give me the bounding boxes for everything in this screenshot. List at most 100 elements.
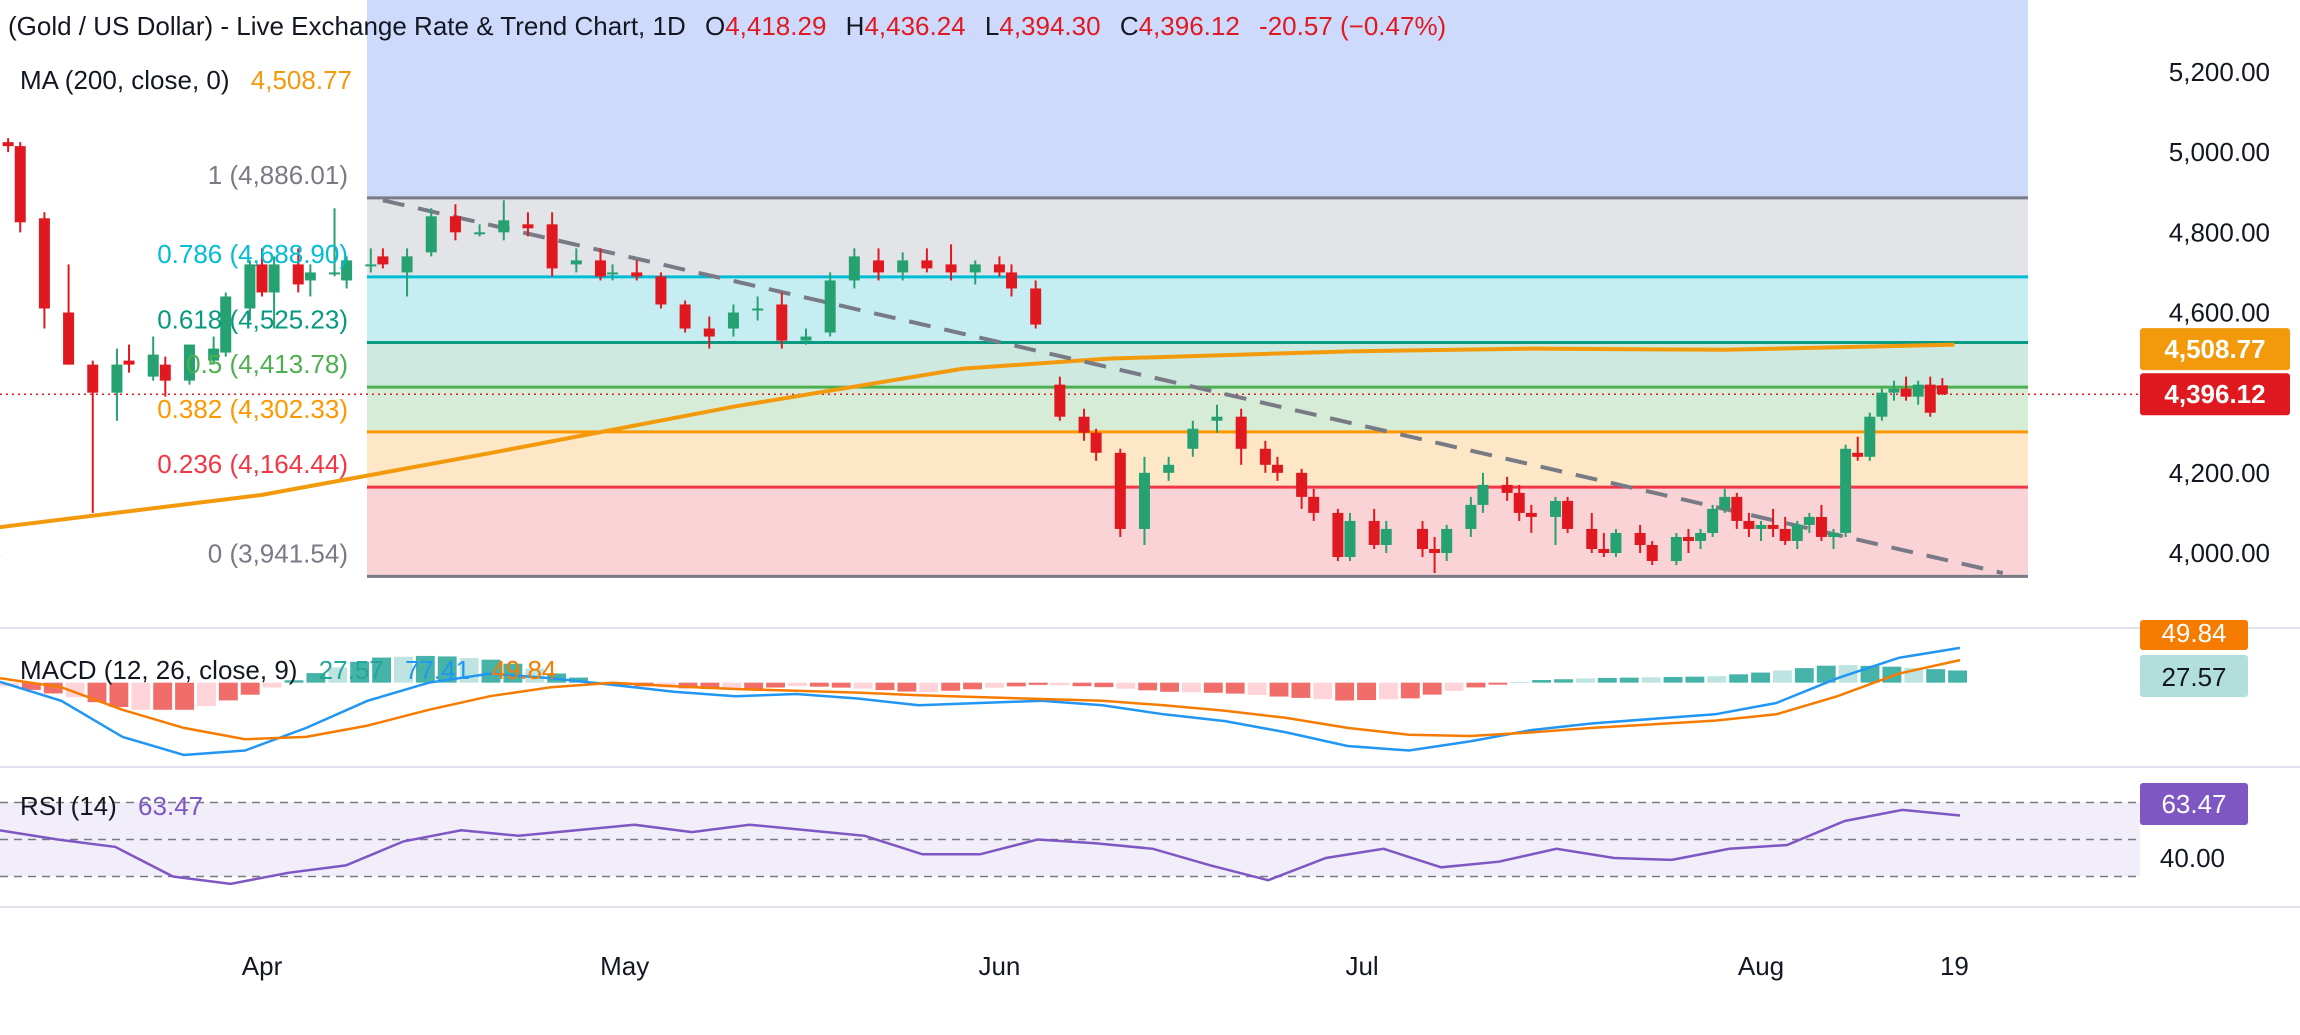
candle-body bbox=[1030, 288, 1042, 325]
macd-histogram-bar bbox=[1094, 682, 1114, 688]
candle-body bbox=[703, 328, 715, 337]
macd-hist-badge-bg bbox=[2140, 655, 2248, 697]
macd-histogram-bar bbox=[1685, 676, 1705, 683]
macd-histogram-bar bbox=[941, 682, 961, 691]
candle-body bbox=[1731, 496, 1743, 521]
candle-body bbox=[377, 256, 389, 265]
candle-body bbox=[1271, 464, 1283, 473]
candle-body bbox=[1828, 532, 1840, 537]
macd-histogram-bar bbox=[306, 673, 326, 683]
price-tick-label: 5,200.00 bbox=[2169, 57, 2270, 87]
macd-histogram-bar bbox=[788, 682, 807, 687]
fib-label-0.786: 0.786 (4,688.90) bbox=[157, 239, 348, 269]
candle-body bbox=[1924, 384, 1936, 413]
macd-histogram-bar bbox=[1948, 670, 1967, 683]
macd-histogram-bar bbox=[766, 682, 785, 688]
candle-body bbox=[1695, 532, 1707, 541]
macd-line bbox=[0, 646, 1961, 757]
candle-body bbox=[1707, 508, 1719, 533]
rsi-badge-bg bbox=[2140, 783, 2248, 825]
candle-body bbox=[1803, 516, 1815, 525]
macd-histogram-bar bbox=[1313, 682, 1333, 700]
macd-histogram-bar bbox=[1663, 676, 1683, 683]
candle-body bbox=[546, 224, 558, 269]
candle-body bbox=[244, 264, 256, 309]
macd-histogram-bar bbox=[875, 682, 895, 691]
candle-body bbox=[14, 146, 26, 223]
candle-body bbox=[304, 272, 316, 281]
candle-body bbox=[1308, 496, 1320, 513]
time-tick-Jul: Jul bbox=[1345, 951, 1378, 981]
fib-label-0: 0 (3,941.54) bbox=[208, 538, 348, 568]
time-tick-19: 19 bbox=[1940, 951, 1969, 981]
macd-histogram-bar bbox=[722, 682, 742, 690]
candle-body bbox=[1840, 448, 1852, 533]
macd-histogram-bar bbox=[1335, 682, 1355, 701]
macd-histogram-bar bbox=[1050, 682, 1070, 686]
candle-body bbox=[2, 142, 14, 147]
macd-histogram-bar bbox=[437, 656, 457, 683]
price-tick-label: 4,600.00 bbox=[2169, 298, 2270, 328]
macd-histogram-bar bbox=[1619, 677, 1639, 683]
candle-body bbox=[679, 304, 691, 329]
candle-body bbox=[752, 308, 764, 311]
candle-body bbox=[1344, 520, 1356, 558]
candle-body bbox=[1429, 548, 1441, 553]
fib-label-0.618: 0.618 (4,525.23) bbox=[157, 304, 348, 334]
candle-body bbox=[1054, 384, 1066, 417]
candle-body bbox=[256, 264, 268, 293]
candle-body bbox=[1090, 432, 1102, 453]
macd-histogram-bar bbox=[525, 668, 545, 683]
candle-body bbox=[897, 260, 909, 273]
macd-legend: MACD (12, 26, close, 9) 27.57 77.41 49.8… bbox=[20, 650, 556, 690]
macd-histogram-bar bbox=[1597, 677, 1617, 683]
macd-histogram-bar bbox=[394, 656, 413, 683]
candle-body bbox=[329, 272, 341, 275]
candle-body bbox=[1006, 272, 1017, 289]
candle-body bbox=[1114, 452, 1126, 529]
macd-histogram-bar bbox=[853, 682, 873, 689]
candle-body bbox=[824, 280, 836, 333]
macd-histogram-bar bbox=[1072, 682, 1092, 687]
candle-body bbox=[1380, 528, 1392, 545]
chart-header: (Gold / US Dollar) - Live Exchange Rate … bbox=[8, 6, 1446, 46]
macd-histogram-bar bbox=[284, 680, 304, 683]
macd-histogram-bar bbox=[328, 667, 348, 683]
candle-body bbox=[63, 312, 75, 365]
rsi-line bbox=[0, 808, 1961, 886]
price-tick-label: 4,800.00 bbox=[2169, 217, 2270, 247]
candle-body bbox=[873, 260, 885, 273]
candle-body bbox=[727, 312, 739, 329]
fib-zone-1 bbox=[367, 197, 2028, 277]
macd-signal-badge-bg bbox=[2140, 620, 2248, 650]
macd-histogram-bar bbox=[1576, 678, 1595, 683]
candle-body bbox=[1610, 532, 1622, 553]
candle-body bbox=[1634, 532, 1646, 545]
candle-body bbox=[1791, 524, 1803, 541]
candle-body bbox=[1549, 500, 1561, 517]
candle-body bbox=[1332, 512, 1344, 558]
candle-body bbox=[1501, 484, 1513, 493]
candle-body bbox=[1719, 496, 1731, 509]
ohlc-change: -20.57 (−0.47%) bbox=[1259, 11, 1447, 41]
macd-histogram-bar bbox=[503, 663, 523, 683]
candle-body bbox=[921, 260, 933, 269]
macd-legend-label: MACD (12, 26, close, 9) bbox=[20, 655, 298, 685]
candle-body bbox=[522, 224, 534, 229]
macd-histogram-bar bbox=[1357, 682, 1376, 701]
candle-body bbox=[631, 272, 643, 277]
candle-body bbox=[1417, 528, 1429, 549]
macd-histogram-bar bbox=[831, 682, 851, 688]
chart-title: (Gold / US Dollar) - Live Exchange Rate … bbox=[8, 11, 686, 41]
candle-body bbox=[1235, 416, 1247, 449]
fib-label-0.236: 0.236 (4,164.44) bbox=[157, 449, 348, 479]
candle-body bbox=[1852, 452, 1864, 457]
candle-body bbox=[111, 364, 123, 393]
close-price-badge: 4,396.12 bbox=[2164, 379, 2265, 409]
macd-histogram-bar bbox=[1182, 682, 1201, 693]
price-tick-label: 5,000.00 bbox=[2169, 137, 2270, 167]
candle-body bbox=[1525, 512, 1537, 517]
price-tick-label: 4,000.00 bbox=[2169, 538, 2270, 568]
signal-line bbox=[0, 658, 1961, 741]
